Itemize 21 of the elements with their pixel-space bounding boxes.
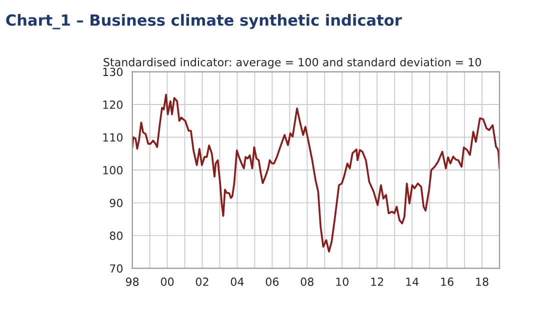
y-tick-label: 90: [110, 198, 123, 208]
x-tick-label: 18: [476, 278, 488, 286]
x-tick-label: 00: [160, 278, 174, 286]
y-tick-label: 70: [110, 264, 123, 273]
x-tick-label: 04: [230, 278, 244, 286]
y-tick-label: 80: [110, 232, 123, 240]
y-tick-label: 120: [103, 100, 123, 109]
x-tick-label: 08: [300, 278, 314, 286]
x-tick-label: 98: [126, 278, 139, 286]
chart-subtitle: Standardised indicator: average = 100 and standard deviation = 10: [104, 58, 482, 69]
x-tick-label: 14: [406, 278, 419, 286]
chart-title: Chart_1 – Business climate synthetic indicator: [6, 14, 402, 30]
x-tick-label: 12: [371, 278, 384, 286]
x-tick-label: 06: [266, 278, 279, 286]
x-tick-label: 16: [441, 278, 454, 286]
x-tick-label: 02: [196, 278, 208, 286]
line-series: [132, 94, 500, 253]
x-tick-label: 10: [336, 278, 348, 286]
y-tick-label: 130: [103, 68, 123, 76]
y-tick-label: 100: [103, 166, 123, 174]
y-tick-label: 110: [103, 133, 123, 142]
